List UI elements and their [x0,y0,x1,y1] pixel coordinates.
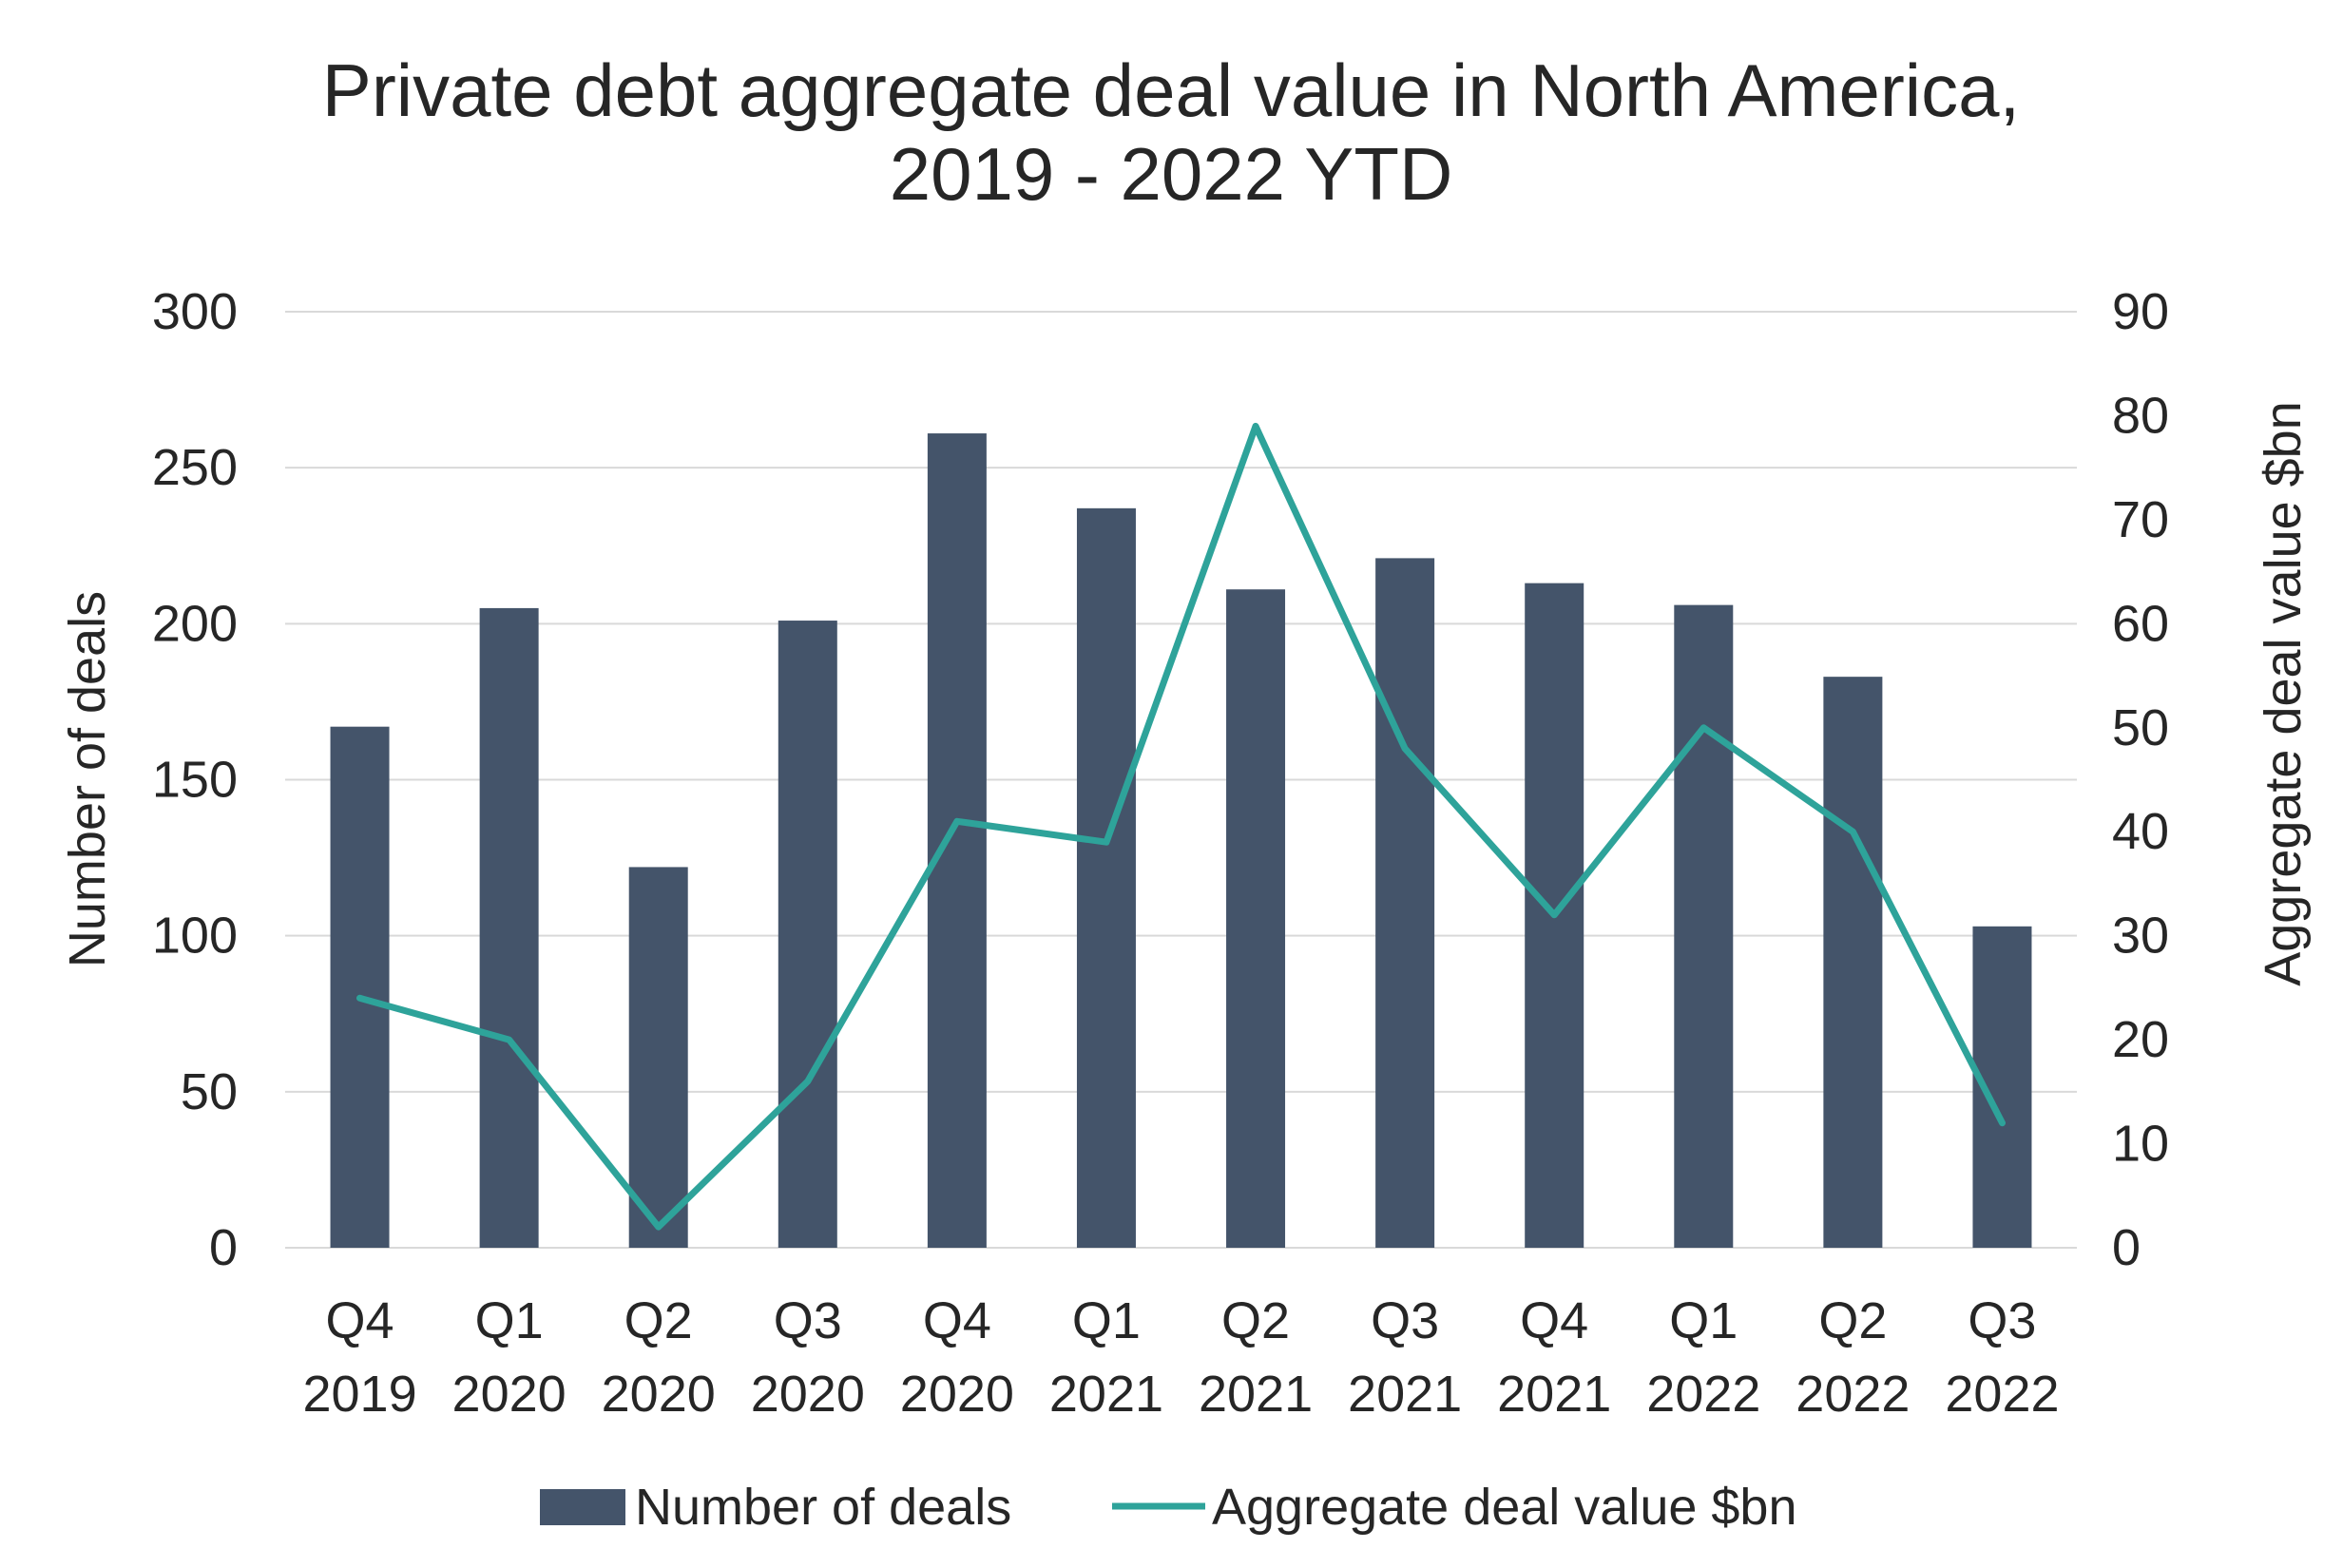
line-series-aggregate-deal-value [356,422,2006,1231]
left-tick-0: 0 [209,1219,238,1276]
x-tick-year: 2019 [302,1366,416,1423]
legend-label-aggregate-deal-value: Aggregate deal value $bn [1212,1479,1797,1536]
left-tick-50: 50 [181,1063,238,1120]
right-tick-0: 0 [2112,1219,2141,1276]
x-tick-quarter: Q4 [923,1292,991,1349]
legend-item-number-of-deals: Number of deals [540,1479,1011,1536]
x-tick-q3-2021: Q3 2021 [1348,1292,1462,1423]
bar-q4-2019 [330,726,390,1248]
x-tick-quarter: Q4 [326,1292,394,1349]
right-tick-50: 50 [2112,699,2169,756]
x-tick-quarter: Q1 [475,1292,544,1349]
x-tick-quarter: Q3 [1371,1292,1439,1349]
bar-q3-2021 [1375,558,1435,1248]
chart-title-line-1: Private debt aggregate deal value in Nor… [322,48,2020,132]
right-tick-20: 20 [2112,1011,2169,1068]
x-tick-q4-2020: Q4 2020 [900,1292,1014,1423]
right-tick-70: 70 [2112,491,2169,548]
x-tick-quarter: Q1 [1669,1292,1738,1349]
x-tick-quarter: Q2 [624,1292,693,1349]
right-axis-ticks: 0 10 20 30 40 50 60 70 80 90 [2112,283,2169,1276]
left-axis-ticks: 0 50 100 150 200 250 300 [152,283,238,1276]
x-tick-year: 2020 [452,1366,567,1423]
x-tick-q4-2021: Q4 2021 [1497,1292,1611,1423]
chart-title-line-2: 2019 - 2022 YTD [890,132,1453,216]
right-tick-40: 40 [2112,803,2169,860]
left-tick-200: 200 [152,595,238,652]
bar-q1-2022 [1674,604,1734,1248]
x-tick-year: 2022 [1945,1366,2059,1423]
x-tick-q2-2020: Q2 2020 [602,1292,716,1423]
bar-q1-2021 [1076,507,1136,1248]
x-tick-q1-2021: Q1 2021 [1049,1292,1163,1423]
right-axis-title: Aggregate deal value $bn [2255,401,2312,986]
right-tick-30: 30 [2112,908,2169,965]
x-tick-quarter: Q3 [774,1292,842,1349]
bar-q2-2021 [1226,589,1286,1248]
chart-title: Private debt aggregate deal value in Nor… [322,48,2020,216]
bar-q2-2020 [628,867,688,1248]
x-tick-q3-2022: Q3 2022 [1945,1292,2059,1423]
x-tick-quarter: Q1 [1072,1292,1141,1349]
x-tick-quarter: Q3 [1968,1292,2036,1349]
x-tick-quarter: Q4 [1520,1292,1588,1349]
x-tick-year: 2021 [1497,1366,1611,1423]
bar-q3-2020 [778,621,837,1248]
legend-swatch-bar [540,1489,625,1525]
x-tick-q1-2022: Q1 2022 [1646,1292,1760,1423]
legend: Number of deals Aggregate deal value $bn [540,1479,1797,1536]
left-tick-250: 250 [152,439,238,496]
right-tick-10: 10 [2112,1116,2169,1173]
x-tick-q3-2020: Q3 2020 [751,1292,865,1423]
right-tick-80: 80 [2112,387,2169,444]
right-tick-60: 60 [2112,595,2169,652]
bar-q2-2022 [1823,677,1883,1248]
x-tick-q2-2022: Q2 2022 [1796,1292,1910,1423]
x-tick-quarter: Q2 [1818,1292,1887,1349]
bar-q1-2020 [479,607,539,1248]
left-tick-300: 300 [152,283,238,340]
x-tick-year: 2020 [900,1366,1014,1423]
left-tick-150: 150 [152,752,238,809]
bar-series-number-of-deals [330,433,2032,1248]
x-tick-q2-2021: Q2 2021 [1199,1292,1313,1423]
line-path-aggregate-deal-value [356,422,2006,1231]
axis-titles: Number of deals Aggregate deal value $bn [59,401,2312,986]
x-tick-year: 2022 [1646,1366,1760,1423]
x-tick-q1-2020: Q1 2020 [452,1292,567,1423]
x-tick-year: 2021 [1199,1366,1313,1423]
x-tick-quarter: Q2 [1221,1292,1290,1349]
gridlines [285,311,2077,1249]
right-tick-90: 90 [2112,283,2169,340]
x-axis-ticks: Q4 2019 Q1 2020 Q2 2020 Q3 2020 Q4 2020 Q1 2021 Q2 20… [302,1292,2059,1423]
legend-label-number-of-deals: Number of deals [635,1479,1011,1536]
x-tick-year: 2022 [1796,1366,1910,1423]
x-tick-q4-2019: Q4 2019 [302,1292,416,1423]
left-tick-100: 100 [152,908,238,965]
left-axis-title: Number of deals [59,591,116,967]
bar-q4-2020 [927,433,987,1248]
x-tick-year: 2020 [602,1366,716,1423]
x-tick-year: 2021 [1049,1366,1163,1423]
x-tick-year: 2020 [751,1366,865,1423]
x-tick-year: 2021 [1348,1366,1462,1423]
legend-item-aggregate-deal-value: Aggregate deal value $bn [1112,1479,1797,1536]
